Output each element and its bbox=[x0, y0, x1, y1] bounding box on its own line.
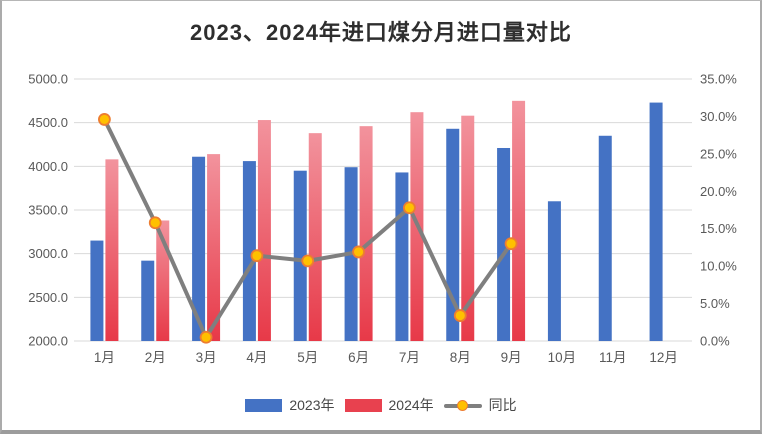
right-axis-label: 5.0% bbox=[700, 296, 730, 311]
bar-2024-4月 bbox=[257, 120, 271, 342]
x-axis-label: 6月 bbox=[348, 350, 369, 365]
x-axis-label: 10月 bbox=[548, 350, 577, 365]
gridlines bbox=[74, 78, 692, 342]
left-axis-label: 3000.0 bbox=[28, 246, 68, 261]
yoy-marker-3月 bbox=[199, 330, 213, 344]
bar-2024-9月 bbox=[512, 100, 526, 341]
yoy-marker-2月 bbox=[148, 216, 162, 230]
right-axis-label: 10.0% bbox=[700, 259, 737, 274]
bar-2024-3月 bbox=[207, 154, 221, 341]
bar-2024-8月 bbox=[461, 115, 475, 342]
chart-title: 2023、2024年进口煤分月进口量对比 bbox=[190, 20, 572, 45]
yoy-marker-8月 bbox=[453, 309, 467, 322]
left-axis-label: 5000.0 bbox=[28, 72, 68, 87]
legend-label-2023: 2023年 bbox=[289, 397, 335, 413]
bar-2023-4月 bbox=[242, 161, 256, 341]
bar-2024-5月 bbox=[308, 133, 322, 341]
right-axis-label: 20.0% bbox=[700, 184, 737, 199]
x-axis-label: 8月 bbox=[450, 350, 471, 365]
left-axis-label: 3500.0 bbox=[28, 203, 68, 218]
bar-2023-2月 bbox=[141, 260, 155, 341]
left-axis-label: 2000.0 bbox=[28, 334, 68, 349]
x-axis-label: 12月 bbox=[649, 350, 678, 365]
right-axis-label: 30.0% bbox=[700, 109, 737, 124]
x-axis-label: 2月 bbox=[145, 350, 166, 365]
bar-2023-12月 bbox=[649, 102, 663, 341]
bar-2023-10月 bbox=[547, 201, 561, 341]
bar-2024-6月 bbox=[359, 126, 373, 341]
bars bbox=[90, 100, 663, 342]
x-axis-label: 7月 bbox=[399, 350, 420, 365]
bar-2023-1月 bbox=[90, 240, 104, 341]
right-axis-label: 35.0% bbox=[700, 72, 737, 87]
legend-label-2024: 2024年 bbox=[388, 397, 434, 413]
bar-2023-11月 bbox=[598, 135, 612, 341]
bar-2023-7月 bbox=[395, 172, 409, 341]
legend-swatch-2023-icon bbox=[245, 398, 283, 412]
x-axis-label: 1月 bbox=[94, 350, 115, 365]
yoy-marker-6月 bbox=[352, 245, 365, 259]
left-axis-label: 2500.0 bbox=[28, 290, 68, 305]
yoy-marker-1月 bbox=[98, 113, 111, 126]
x-axis-label: 5月 bbox=[297, 350, 318, 365]
bar-2023-3月 bbox=[192, 156, 206, 341]
legend-item-2024[interactable]: 2024年 bbox=[344, 395, 434, 415]
legend-label-yoy: 同比 bbox=[488, 397, 517, 413]
right-axis-label: 25.0% bbox=[700, 146, 737, 161]
bar-2023-5月 bbox=[293, 170, 307, 341]
x-axis-label: 4月 bbox=[246, 350, 267, 365]
bar-2023-9月 bbox=[497, 147, 511, 341]
x-axis-label: 9月 bbox=[501, 350, 522, 365]
yoy-marker-5月 bbox=[301, 254, 315, 268]
yoy-marker-4月 bbox=[250, 249, 264, 263]
bar-2024-1月 bbox=[105, 159, 119, 341]
x-axis-label: 11月 bbox=[599, 350, 627, 365]
left-axis-label: 4500.0 bbox=[28, 115, 68, 130]
x-axis-label: 3月 bbox=[196, 350, 217, 365]
yoy-marker-7月 bbox=[403, 201, 416, 215]
right-axis-label: 15.0% bbox=[700, 221, 737, 236]
legend-swatch-2024-icon bbox=[344, 398, 382, 412]
right-axis-label: 0.0% bbox=[700, 334, 730, 349]
legend-item-2023[interactable]: 2023年 bbox=[245, 395, 335, 415]
legend-line-marker-icon bbox=[443, 399, 482, 412]
yoy-marker-9月 bbox=[504, 237, 518, 251]
axis-labels: 5000.0 4500.0 4000.0 3500.0 3000.0 2500.0 2000… bbox=[28, 72, 737, 366]
yoy-line bbox=[98, 113, 518, 344]
legend: 2023年 2024年 同比 bbox=[2, 395, 760, 415]
left-axis-label: 4000.0 bbox=[28, 159, 68, 174]
legend-item-yoy[interactable]: 同比 bbox=[443, 395, 517, 415]
bar-2023-8月 bbox=[446, 128, 460, 341]
